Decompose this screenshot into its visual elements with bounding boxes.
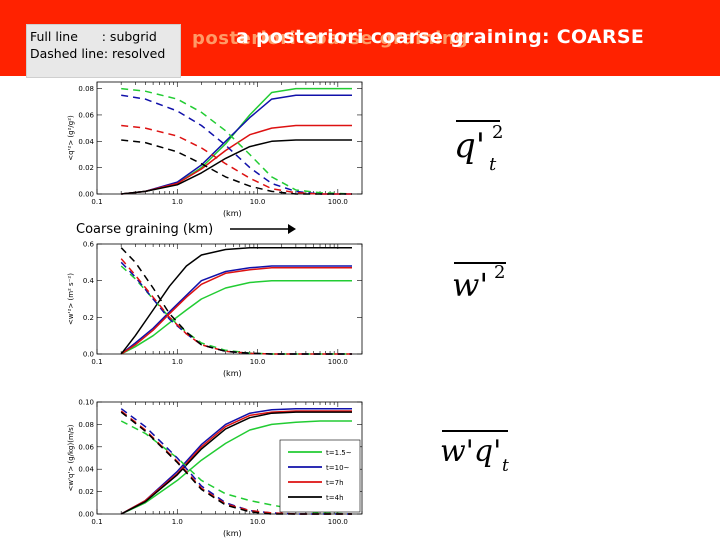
x-tick-label: 100.0 bbox=[328, 518, 348, 526]
y-tick-label: 0.04 bbox=[78, 138, 94, 146]
y-tick-label: 0.0 bbox=[83, 351, 94, 359]
x-tick-label: 0.1 bbox=[91, 358, 102, 366]
plot-frame bbox=[96, 401, 363, 515]
y-tick-label: 0.08 bbox=[78, 421, 94, 429]
coarse-graining-label: Coarse graining (km) bbox=[76, 222, 214, 237]
eq-main: w' bbox=[452, 266, 489, 304]
y-tick-label: 0.02 bbox=[78, 488, 94, 496]
dashed-line-note: Dashed line: resolved bbox=[30, 46, 166, 61]
y-axis-label: <w'q'> (g/kg)(m/s) bbox=[67, 424, 75, 491]
series-green-dashed bbox=[120, 265, 352, 355]
series-black-solid bbox=[120, 411, 352, 515]
series-green-solid bbox=[121, 87, 352, 195]
overline bbox=[454, 262, 506, 264]
overline bbox=[442, 430, 508, 432]
slide-title: a posteriori coarse graining: COARSE bbox=[236, 26, 645, 48]
y-axis-label: <w'²> (m² s⁻²) bbox=[67, 273, 75, 325]
eq-sub: t bbox=[502, 456, 509, 476]
legend-label: t=10~ bbox=[326, 464, 350, 472]
eq-main: w'q' bbox=[440, 434, 502, 469]
x-tick-label: 1.0 bbox=[172, 198, 183, 206]
overline bbox=[456, 120, 500, 122]
y-tick-label: 0.04 bbox=[78, 466, 94, 474]
y-tick-label: 0.02 bbox=[78, 164, 94, 172]
eq-sup: 2 bbox=[492, 122, 504, 143]
series-black-solid bbox=[121, 139, 352, 195]
series-green-solid bbox=[120, 420, 352, 515]
x-tick-label: 0.1 bbox=[91, 518, 102, 526]
x-axis-label: (km) bbox=[223, 369, 242, 378]
equation-q-variance: q' 2 t bbox=[452, 112, 512, 182]
full-line-note: Full line : subgrid bbox=[30, 29, 157, 44]
legend-label: t=1.5~ bbox=[326, 449, 352, 457]
series-blue-solid bbox=[120, 265, 352, 355]
equation-w-variance: w' 2 bbox=[450, 252, 510, 308]
series-black-solid bbox=[120, 246, 352, 355]
chart-legend: t=1.5~ t=10~ t=7h t=4h bbox=[279, 439, 361, 513]
x-tick-label: 10.0 bbox=[250, 358, 266, 366]
chart-1: 0.1 1.0 10.0 100.0 (km) 0.00 0.02 0.04 0.06 0.08 <… bbox=[67, 81, 363, 218]
x-axis-label: (km) bbox=[223, 529, 242, 538]
y-tick-label: 0.06 bbox=[78, 111, 94, 119]
eq-sub: t bbox=[489, 154, 497, 175]
legend-label: t=7h bbox=[326, 479, 344, 487]
series-black-dashed bbox=[121, 139, 352, 195]
x-tick-label: 1.0 bbox=[172, 358, 183, 366]
series-red-solid bbox=[120, 410, 352, 515]
y-tick-label: 0.00 bbox=[78, 191, 94, 199]
chart-2: 0.1 1.0 10.0 100.0 (km) 0.0 0.2 0.4 0.6 <w'²> (m²… bbox=[67, 241, 363, 378]
x-tick-label: 100.0 bbox=[328, 358, 348, 366]
legend-label: t=4h bbox=[326, 494, 344, 502]
series-green-solid bbox=[120, 279, 352, 355]
series-blue-dashed bbox=[120, 261, 352, 355]
y-tick-label: 0.4 bbox=[83, 277, 95, 285]
series-green-dashed bbox=[121, 87, 353, 195]
chart-3: 0.1 1.0 10.0 100.0 (km) 0.00 0.02 0.04 0.06 0.08 0… bbox=[67, 399, 363, 538]
y-tick-label: 0.2 bbox=[83, 314, 94, 322]
series-blue-dashed bbox=[120, 408, 352, 515]
y-tick-label: 0.10 bbox=[78, 399, 94, 407]
x-tick-label: 1.0 bbox=[172, 518, 183, 526]
line-style-legend: Full line : subgrid Dashed line: resolve… bbox=[26, 24, 181, 78]
y-tick-label: 0.00 bbox=[78, 511, 94, 519]
x-tick-label: 10.0 bbox=[250, 198, 266, 206]
series-red-dashed bbox=[121, 124, 352, 195]
plot-frame bbox=[96, 81, 363, 195]
eq-main: q' bbox=[454, 126, 486, 166]
series-red-solid bbox=[121, 124, 352, 195]
arrow-right-icon bbox=[230, 224, 296, 234]
y-tick-label: 0.06 bbox=[78, 443, 94, 451]
equation-wq-covariance: w'q' t bbox=[440, 420, 520, 480]
eq-sup: 2 bbox=[494, 262, 506, 283]
y-axis-label: <q'²> (g²/g²) bbox=[67, 115, 75, 161]
series-blue-solid bbox=[121, 94, 352, 195]
y-tick-label: 0.6 bbox=[83, 241, 95, 249]
x-tick-label: 10.0 bbox=[250, 518, 266, 526]
series-red-dashed bbox=[120, 410, 352, 515]
series-blue-solid bbox=[120, 407, 352, 515]
x-axis-label: (km) bbox=[223, 209, 242, 218]
series-red-dashed bbox=[120, 258, 352, 355]
y-tick-label: 0.08 bbox=[78, 85, 94, 93]
x-tick-label: 0.1 bbox=[91, 198, 102, 206]
series-blue-dashed bbox=[121, 94, 352, 195]
series-red-solid bbox=[120, 267, 352, 355]
series-black-dashed bbox=[120, 411, 352, 515]
title-shadow: posteriori coarse graining bbox=[192, 28, 469, 49]
x-tick-label: 100.0 bbox=[328, 198, 348, 206]
plot-frame bbox=[96, 243, 363, 355]
